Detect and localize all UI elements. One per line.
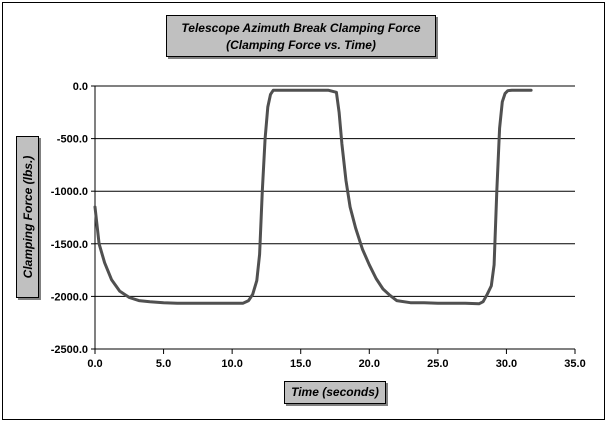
y-tick-label: -2000.0 <box>51 291 88 303</box>
x-tick-label: 30.0 <box>496 358 517 370</box>
x-tick-label: 0.0 <box>87 358 102 370</box>
series-line <box>93 88 533 306</box>
tick-labels: 0.0 -500.0 -1000.0 -1500.0 -2000.0 -2500.0 0.0… <box>51 81 586 370</box>
series-layer <box>93 88 533 306</box>
x-tick-label: 10.0 <box>221 358 242 370</box>
x-axis-label: Time (seconds) <box>284 381 386 404</box>
y-tick-label: 0.0 <box>73 81 88 93</box>
chart-title-line-2: (Clamping Force vs. Time) <box>226 38 376 52</box>
x-tick-label: 35.0 <box>564 358 585 370</box>
chart-title-line-1: Telescope Azimuth Break Clamping Force <box>181 21 421 35</box>
chart-title: Telescope Azimuth Break Clamping Force (… <box>166 15 436 57</box>
x-tick-label: 20.0 <box>359 358 380 370</box>
x-tick-label: 25.0 <box>427 358 448 370</box>
x-tick-label: 5.0 <box>156 358 171 370</box>
axes <box>91 85 576 354</box>
y-tick-label: -1500.0 <box>51 239 88 251</box>
x-tick-label: 15.0 <box>290 358 311 370</box>
y-tick-label: -2500.0 <box>51 344 88 356</box>
grid-lines <box>95 85 575 297</box>
y-tick-label: -500.0 <box>57 134 88 146</box>
y-tick-label: -1000.0 <box>51 186 88 198</box>
y-axis-label-text: Clamping Force (lbs.) <box>20 155 35 279</box>
x-axis-label-text: Time (seconds) <box>291 385 379 399</box>
y-axis-label: Clamping Force (lbs.) <box>16 136 39 298</box>
